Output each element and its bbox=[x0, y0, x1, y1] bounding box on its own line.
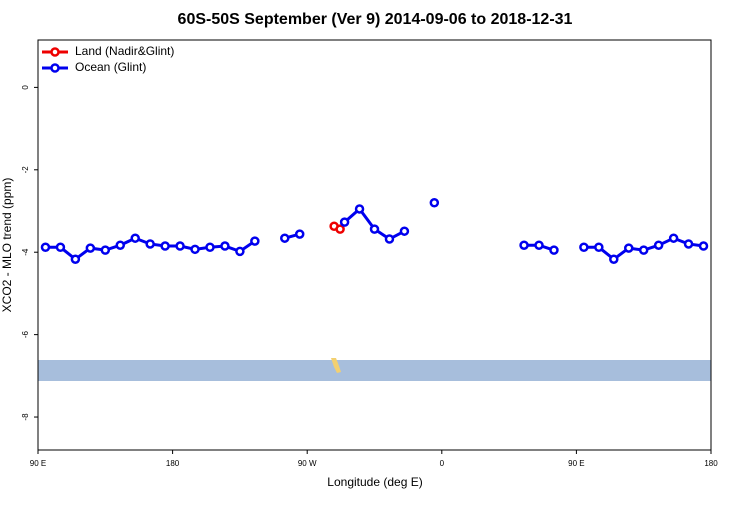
point bbox=[250, 236, 260, 246]
point bbox=[190, 244, 200, 255]
point bbox=[145, 239, 155, 249]
point bbox=[160, 241, 170, 251]
point bbox=[399, 226, 410, 236]
chart-title: 60S-50S September (Ver 9) 2014-09-06 to … bbox=[178, 11, 573, 28]
x-tick-label: 180 bbox=[704, 459, 718, 468]
point bbox=[70, 254, 81, 264]
point bbox=[623, 243, 634, 253]
y-tick-label: -4 bbox=[21, 248, 30, 256]
point bbox=[698, 241, 709, 251]
land-patch bbox=[331, 358, 341, 373]
point bbox=[579, 242, 589, 253]
point bbox=[429, 198, 440, 208]
y-tick-label: 0 bbox=[21, 85, 30, 90]
legend-marker bbox=[50, 47, 60, 57]
point bbox=[594, 242, 604, 253]
point bbox=[549, 245, 559, 255]
point bbox=[668, 233, 679, 243]
point bbox=[534, 240, 544, 250]
point bbox=[55, 242, 66, 253]
x-tick-label: 90 W bbox=[298, 459, 317, 468]
x-tick-label: 180 bbox=[166, 459, 180, 468]
point bbox=[40, 242, 51, 253]
series-line bbox=[45, 206, 704, 262]
x-tick-label: 0 bbox=[440, 459, 445, 468]
y-tick-label: -8 bbox=[21, 413, 30, 421]
point bbox=[115, 240, 126, 250]
point bbox=[220, 241, 230, 251]
legend-label: Land (Nadir&Glint) bbox=[75, 44, 174, 58]
point bbox=[638, 245, 649, 255]
point bbox=[339, 217, 350, 227]
point bbox=[175, 241, 185, 251]
legend-label: Ocean (Glint) bbox=[75, 60, 146, 74]
point bbox=[609, 254, 619, 264]
point bbox=[683, 239, 694, 249]
y-tick-label: -6 bbox=[21, 331, 30, 339]
point bbox=[85, 243, 96, 253]
legend-marker bbox=[50, 63, 60, 73]
x-tick-label: 90 E bbox=[568, 459, 584, 468]
point bbox=[235, 246, 245, 257]
point bbox=[653, 240, 664, 250]
point bbox=[384, 234, 395, 244]
point bbox=[280, 233, 290, 243]
point bbox=[130, 233, 140, 243]
point bbox=[354, 204, 365, 214]
x-axis-label: Longitude (deg E) bbox=[327, 475, 422, 489]
y-axis-label: XCO2 - MLO trend (ppm) bbox=[0, 178, 14, 313]
point bbox=[335, 224, 345, 234]
y-tick-label: -2 bbox=[21, 166, 30, 174]
point bbox=[519, 240, 529, 250]
point bbox=[205, 242, 215, 253]
point bbox=[100, 245, 111, 255]
point bbox=[369, 224, 380, 234]
plot-frame bbox=[37, 39, 712, 451]
point bbox=[294, 229, 305, 239]
x-tick-label: 90 E bbox=[30, 459, 46, 468]
map-band bbox=[38, 360, 711, 381]
